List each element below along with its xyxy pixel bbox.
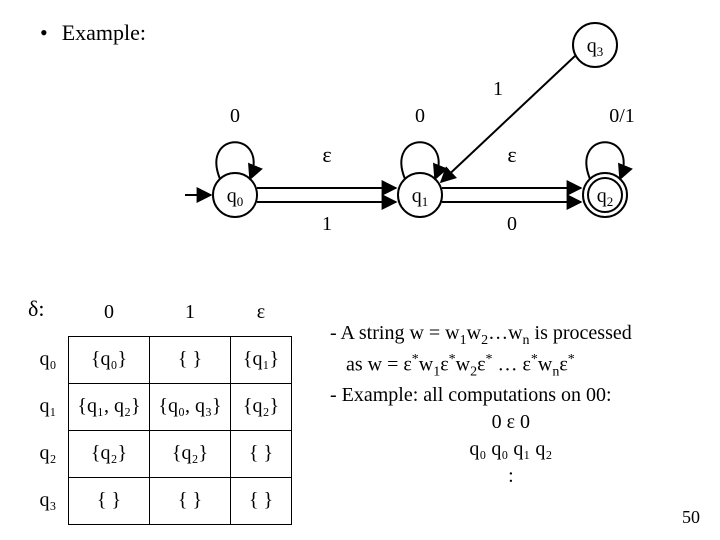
note-line-2: as w = ε*w1ε*w2ε* … ε*wnε* — [346, 351, 632, 383]
col-head-eps: ε — [231, 290, 292, 336]
col-head-0: 0 — [69, 290, 150, 336]
row-head-q2: q₂ — [28, 430, 69, 477]
svg-text:q2: q2 — [597, 185, 614, 209]
transition-table: 0 1 ε q₀ {q₀} { } {q₁} q₁ {q₁, q₂} {q₀, … — [28, 290, 292, 525]
svg-text:q1: q1 — [412, 185, 429, 209]
svg-text:ε: ε — [507, 142, 516, 167]
table-row: q₂ {q₂} {q₂} { } — [28, 430, 292, 477]
svg-text:ε: ε — [322, 142, 331, 167]
note-line-1: - A string w = w1w2…wn is processed — [330, 320, 632, 351]
notes: - A string w = w1w2…wn is processed as w… — [330, 320, 632, 490]
svg-text:q3: q3 — [587, 35, 604, 59]
col-head-1: 1 — [150, 290, 231, 336]
state-diagram: q0 q1 q2 q3 0 0 0/1 ε ε 1 0 1 — [0, 0, 720, 280]
page-number: 50 — [682, 507, 700, 528]
table-row: q₃ { } { } { } — [28, 477, 292, 524]
note-line-3: - Example: all computations on 00: — [330, 382, 632, 409]
row-head-q0: q₀ — [28, 336, 69, 383]
svg-text:0: 0 — [507, 213, 517, 235]
svg-text:1: 1 — [322, 213, 332, 235]
table-row: q₁ {q₁, q₂} {q₀, q₃} {q₂} — [28, 383, 292, 430]
table-row: q₀ {q₀} { } {q₁} — [28, 336, 292, 383]
note-line-4: 0 ε 0 — [390, 409, 632, 436]
svg-text:1: 1 — [493, 78, 503, 100]
row-head-q1: q₁ — [28, 383, 69, 430]
note-line-6: : — [390, 463, 632, 490]
svg-text:0: 0 — [230, 105, 240, 127]
svg-text:q0: q0 — [227, 185, 244, 209]
note-line-5: q₀ q₀ q₁ q₂ — [390, 436, 632, 463]
svg-text:0: 0 — [415, 105, 425, 127]
row-head-q3: q₃ — [28, 477, 69, 524]
svg-text:0/1: 0/1 — [609, 105, 635, 127]
